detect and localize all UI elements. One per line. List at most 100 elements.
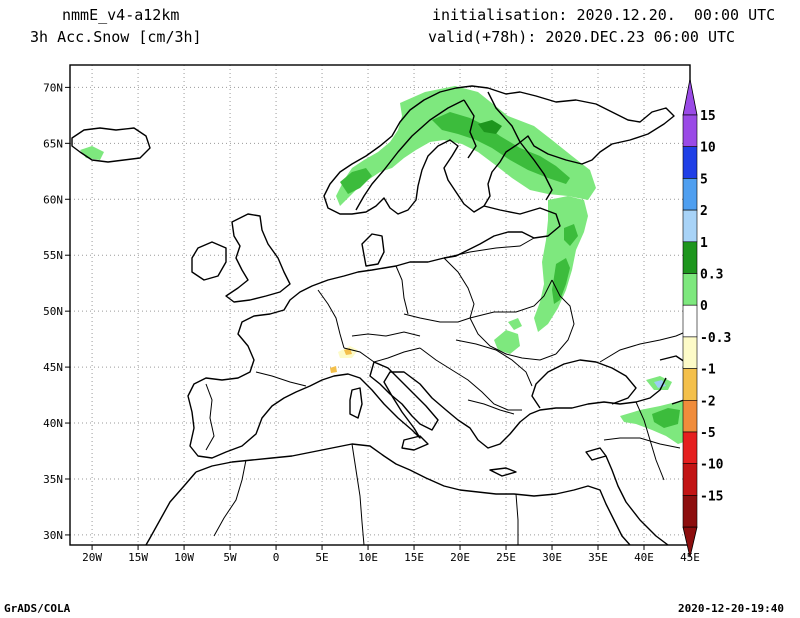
valid-time: valid(+78h): 2020.DEC.23 06:00 UTC — [428, 28, 736, 46]
border-baltic-states — [443, 237, 535, 259]
colorbar-label: 0.3 — [700, 268, 723, 283]
software-credit: GrADS/COLA — [4, 602, 71, 615]
coast-denmark — [361, 233, 385, 267]
coast-north-africa — [195, 443, 631, 545]
colorbar-bin — [682, 241, 698, 274]
colorbar-bin — [682, 304, 698, 338]
colorbar-bin — [682, 209, 698, 243]
coast-crete — [489, 467, 517, 477]
border-poland-east — [443, 257, 475, 319]
colorbar-bin — [682, 336, 698, 369]
border-alps — [343, 347, 421, 363]
coast-black-sea — [531, 359, 637, 409]
colorbar-label: -15 — [700, 489, 723, 504]
border-spain-portugal — [205, 383, 215, 451]
lon-tick-label: 0 — [273, 551, 280, 564]
map-background — [70, 65, 690, 545]
coast-africa-west — [145, 471, 197, 545]
border-algeria-libya — [351, 443, 365, 545]
colorbar-label: 1 — [700, 236, 708, 251]
lon-tick-label: 5W — [223, 551, 237, 564]
lon-tick-label: 15W — [128, 551, 148, 564]
colorbar-label: -2 — [700, 394, 716, 409]
border-poland-south — [403, 313, 471, 323]
lon-tick-label: 20E — [450, 551, 470, 564]
coast-sardinia — [349, 387, 363, 419]
border-norway-sweden — [355, 99, 465, 211]
snow-core-caucasus — [652, 408, 680, 428]
lon-tick-label: 25E — [496, 551, 516, 564]
snow-area-provence — [330, 366, 337, 373]
lon-tick-label: 40E — [634, 551, 654, 564]
lon-tick-label: 15E — [404, 551, 424, 564]
colorbar-bottom-arrow — [682, 526, 698, 558]
border-germany-austria — [351, 331, 421, 337]
snow-core-russia-north — [564, 224, 578, 246]
colorbar-label: -5 — [700, 426, 716, 441]
snow-area-ukraine — [494, 330, 520, 354]
snow-core-scandinavia — [432, 112, 570, 184]
snow-heavy-caucasus — [654, 380, 666, 388]
colorbar-label: -0.3 — [700, 331, 731, 346]
lat-tick-label: 70N — [43, 81, 63, 94]
colorbar-bin — [682, 114, 698, 148]
coast-continent — [187, 257, 667, 459]
colorbar-bin — [682, 178, 698, 211]
snow-core-kola — [478, 120, 502, 134]
border-ukraine-south — [469, 317, 557, 361]
snow-area-scandinavia — [336, 86, 596, 206]
border-greece — [467, 399, 515, 415]
lat-tick-label: 50N — [43, 305, 63, 318]
lat-tick-label: 40N — [43, 417, 63, 430]
lon-tick-label: 5E — [315, 551, 328, 564]
border-russia-ukraine — [551, 279, 575, 355]
border-turkey-east — [635, 401, 665, 481]
lat-tick-label: 55N — [43, 249, 63, 262]
colorbar-label: 0 — [700, 299, 708, 314]
coast-scandinavia — [323, 85, 675, 215]
country-borders — [205, 237, 690, 545]
border-syria — [603, 437, 681, 449]
snow-core-norway — [340, 168, 372, 194]
colorbar-label: 15 — [700, 109, 716, 124]
variable-title: 3h Acc.Snow [cm/3h] — [30, 28, 202, 46]
coast-levant — [605, 455, 669, 545]
lon-tick-label: 10W — [174, 551, 194, 564]
longitude-labels: 20W 15W 10W 5W 0 5E 10E 15E 20E 25E 30E 35E 40E 45E — [82, 545, 700, 564]
colorbar-label: -10 — [700, 458, 724, 473]
model-name: nmmE_v4-a12km — [62, 6, 180, 24]
border-finland-russia — [487, 91, 553, 201]
coast-sicily — [401, 435, 429, 451]
lon-tick-label: 35E — [588, 551, 608, 564]
lat-tick-label: 30N — [43, 529, 63, 542]
border-france-germany — [317, 289, 345, 349]
border-belarus — [469, 279, 553, 319]
coast-italy — [369, 361, 439, 431]
coast-ireland — [191, 241, 227, 281]
lat-tick-label: 65N — [43, 137, 63, 150]
lon-tick-label: 30E — [542, 551, 562, 564]
colorbar-bin — [682, 463, 698, 496]
colorbar-label: -1 — [700, 363, 716, 378]
snow-area-carpathian — [508, 318, 522, 330]
border-france-spain — [255, 371, 307, 387]
lat-tick-label: 35N — [43, 473, 63, 486]
colorbar-bin — [682, 368, 698, 401]
border-germany-poland — [395, 265, 409, 315]
coast-iceland — [71, 127, 151, 163]
lat-tick-label: 60N — [43, 193, 63, 206]
border-morocco-algeria — [213, 459, 247, 537]
colorbar: 15 10 5 2 1 0.3 0 -0.3 -1 -2 -5 -10 -15 — [682, 78, 731, 558]
latitude-labels: 70N 65N 60N 55N 50N 45N 40N 35N 30N — [43, 81, 70, 542]
lon-tick-label: 45E — [680, 551, 700, 564]
colorbar-bin — [682, 399, 698, 433]
colorbar-label: 2 — [700, 204, 708, 219]
lon-tick-label: 20W — [82, 551, 102, 564]
border-romania — [455, 339, 533, 387]
colorbar-label: 5 — [700, 172, 708, 187]
colorbar-label: 10 — [700, 141, 716, 156]
colorbar-bin — [682, 431, 698, 465]
snow-areas — [80, 86, 690, 444]
coast-great-britain — [225, 213, 291, 303]
border-libya-egypt — [515, 493, 519, 545]
